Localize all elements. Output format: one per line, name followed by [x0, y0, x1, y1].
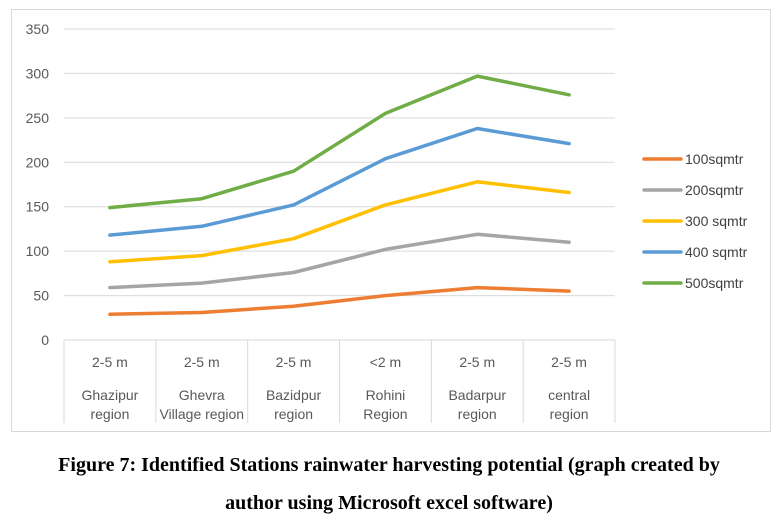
x-tick-depth-label: 2-5 m	[184, 354, 220, 370]
x-tick-region-label: Bazidpur	[266, 387, 322, 403]
series-line-400-sqmtr	[108, 126, 571, 237]
x-tick-region-label: central	[548, 387, 590, 403]
x-tick-region-label: region	[550, 406, 589, 422]
series-lines	[108, 74, 571, 316]
y-tick-label: 100	[26, 243, 50, 259]
x-tick-depth-label: <2 m	[370, 354, 402, 370]
caption-line-1: Figure 7: Identified Stations rainwater …	[58, 454, 720, 476]
series-line-100sqmtr	[108, 285, 571, 316]
x-tick-depth-label: 2-5 m	[459, 354, 495, 370]
line-chart: 0 50 100 150 200 250 300 350 2-5 m Ghazipur region…	[26, 21, 748, 423]
series-line-300-sqmtr	[108, 180, 571, 264]
x-tick-region-label: region	[274, 406, 313, 422]
y-tick-label: 150	[26, 199, 50, 215]
y-tick-label: 0	[41, 332, 49, 348]
x-tick-region-label: Rohini	[366, 387, 406, 403]
legend-label: 200sqmtr	[685, 182, 744, 198]
x-tick-region-label: region	[458, 406, 497, 422]
legend-label: 500sqmtr	[685, 275, 744, 291]
x-tick-depth-label: 2-5 m	[551, 354, 587, 370]
caption-line-2: author using Microsoft excel software)	[225, 492, 553, 514]
axes: 0 50 100 150 200 250 300 350 2-5 m Ghazipur region…	[26, 21, 616, 423]
y-tick-label: 200	[26, 154, 50, 170]
series-line-200sqmtr	[108, 232, 571, 290]
legend-label: 400 sqmtr	[685, 244, 748, 260]
legend: 100sqmtr 200sqmtr 300 sqmtr 400 sqmtr 500sqm…	[642, 151, 748, 291]
x-tick-depth-label: 2-5 m	[276, 354, 312, 370]
y-tick-label: 350	[26, 21, 50, 37]
y-tick-label: 250	[26, 110, 50, 126]
x-tick-region-label: Ghazipur	[82, 387, 139, 403]
x-tick-region-label: region	[90, 406, 129, 422]
x-tick-region-label: Badarpur	[448, 387, 506, 403]
legend-label: 100sqmtr	[685, 151, 744, 167]
figure-caption: Figure 7: Identified Stations rainwater …	[0, 446, 778, 522]
x-tick-region-label: Village region	[159, 406, 244, 422]
gridlines	[64, 28, 615, 297]
x-tick-region-label: Ghevra	[179, 387, 225, 403]
x-tick-depth-label: 2-5 m	[92, 354, 128, 370]
chart-frame: 0 50 100 150 200 250 300 350 2-5 m Ghazipur region…	[11, 9, 771, 432]
y-tick-label: 300	[26, 65, 50, 81]
y-tick-label: 50	[33, 288, 49, 304]
x-tick-region-label: Region	[363, 406, 407, 422]
legend-label: 300 sqmtr	[685, 213, 748, 229]
series-line-500sqmtr	[108, 74, 571, 210]
